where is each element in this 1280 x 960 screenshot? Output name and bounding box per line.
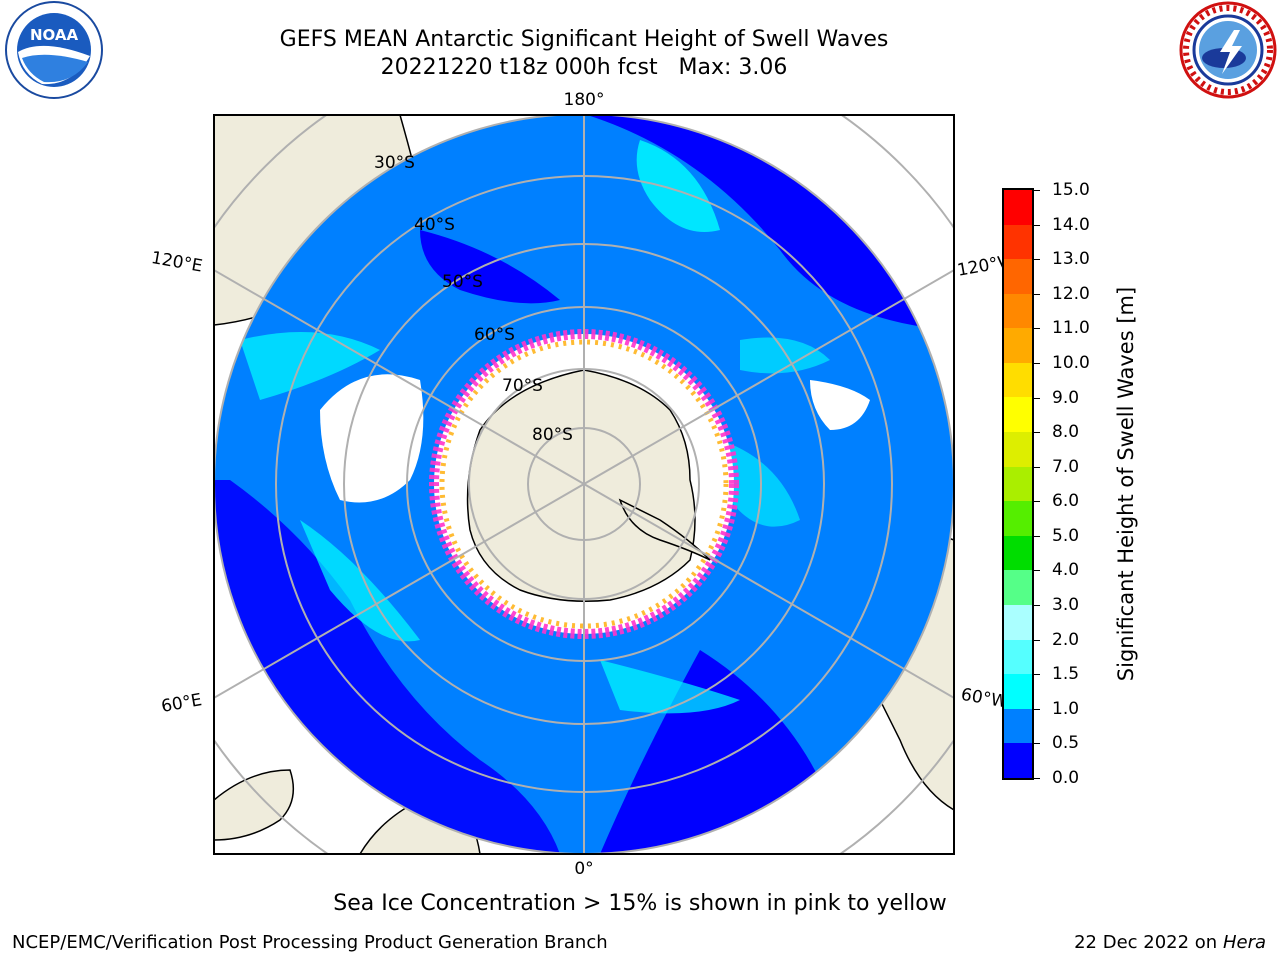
colorbar-tick-label: 5.0: [1052, 525, 1080, 546]
colorbar-tick-mark: [1034, 259, 1040, 261]
colorbar-tick-label: 0.5: [1052, 733, 1080, 754]
colorbar-tick-mark: [1034, 190, 1040, 191]
colorbar-tick-label: 15.0: [1052, 180, 1090, 200]
colorbar-tick-label: 12.0: [1052, 283, 1090, 304]
colorbar-tick-mark: [1034, 570, 1040, 572]
colorbar-segment: [1004, 328, 1032, 363]
colorbar-segment: [1004, 466, 1032, 502]
colorbar-tick-mark: [1034, 501, 1040, 503]
colorbar-title: Significant Height of Swell Waves [m]: [1114, 286, 1138, 682]
colorbar-segment: [1004, 674, 1032, 709]
colorbar-tick-label: 14.0: [1052, 214, 1090, 235]
colorbar-tick-label: 0.0: [1052, 768, 1080, 788]
colorbar-tick-mark: [1034, 224, 1040, 226]
lon-label-120e: 120°E: [150, 248, 204, 277]
footer-credit: NCEP/EMC/Verification Post Processing Pr…: [12, 932, 608, 953]
colorbar-tick-mark: [1034, 778, 1040, 779]
lon-label-60e: 60°E: [160, 690, 204, 717]
lat-label-60s: 60°S: [474, 325, 515, 345]
colorbar-segment: [1004, 743, 1032, 778]
colorbar-segment: [1004, 190, 1032, 225]
noaa-logo: NOAA: [5, 1, 103, 99]
chart-subtitle: 20221220 t18z 000h fcst Max: 3.06: [380, 55, 788, 80]
sea-ice-note: Sea Ice Concentration > 15% is shown in …: [333, 891, 947, 916]
colorbar-tick-label: 9.0: [1052, 387, 1080, 408]
colorbar-segment: [1004, 397, 1032, 433]
colorbar-tick-mark: [1034, 743, 1040, 745]
nws-logo: [1179, 1, 1277, 99]
colorbar-tick-label: 7.0: [1052, 456, 1080, 477]
lat-label-80s: 80°S: [532, 425, 573, 445]
colorbar-tick-mark: [1034, 708, 1040, 710]
lon-label-180: 180°: [564, 90, 605, 110]
lon-label-0: 0°: [574, 859, 593, 879]
colorbar-tick-mark: [1034, 605, 1040, 607]
colorbar-tick-label: 1.5: [1052, 664, 1080, 685]
colorbar-tick-mark: [1034, 639, 1040, 641]
lat-label-70s: 70°S: [502, 376, 543, 396]
footer-system: Hera: [1222, 932, 1266, 953]
colorbar-segment: [1004, 604, 1032, 640]
colorbar-segment: [1004, 362, 1032, 398]
colorbar-tick-mark: [1034, 362, 1040, 364]
colorbar-segment: [1004, 432, 1032, 467]
colorbar-segment: [1004, 501, 1032, 536]
colorbar-tick-mark: [1034, 674, 1040, 676]
colorbar-tick-mark: [1034, 328, 1040, 330]
colorbar-segment: [1004, 259, 1032, 294]
colorbar-tick-label: 4.0: [1052, 560, 1080, 581]
colorbar-tick-mark: [1034, 535, 1040, 537]
colorbar-tick-label: 6.0: [1052, 491, 1080, 512]
colorbar-segment: [1004, 224, 1032, 260]
lat-label-50s: 50°S: [442, 272, 483, 292]
colorbar: [1002, 188, 1034, 780]
footer-date-text: 22 Dec 2022 on: [1074, 932, 1218, 953]
footer-date: 22 Dec 2022 on Hera: [1074, 932, 1266, 954]
colorbar-tick-label: 3.0: [1052, 595, 1080, 616]
colorbar-segment: [1004, 293, 1032, 329]
colorbar-tick-mark: [1034, 432, 1040, 434]
noaa-logo-text: NOAA: [30, 26, 79, 44]
colorbar-tick-label: 10.0: [1052, 352, 1090, 373]
chart-title: GEFS MEAN Antarctic Significant Height o…: [279, 27, 889, 52]
lat-label-30s: 30°S: [374, 153, 415, 173]
colorbar-tick-label: 2.0: [1052, 629, 1080, 650]
colorbar-segment: [1004, 639, 1032, 675]
graticule: [214, 115, 954, 854]
colorbar-tick-label: 13.0: [1052, 249, 1090, 270]
colorbar-segment: [1004, 535, 1032, 571]
colorbar-tick-label: 1.0: [1052, 698, 1080, 719]
colorbar-tick-mark: [1034, 397, 1040, 399]
colorbar-tick-label: 8.0: [1052, 422, 1080, 443]
colorbar-tick-label: 11.0: [1052, 318, 1090, 339]
lat-label-40s: 40°S: [414, 215, 455, 235]
colorbar-segment: [1004, 570, 1032, 605]
colorbar-segment: [1004, 708, 1032, 744]
colorbar-tick-mark: [1034, 293, 1040, 295]
colorbar-tick-mark: [1034, 466, 1040, 468]
map-frame: [213, 114, 955, 855]
